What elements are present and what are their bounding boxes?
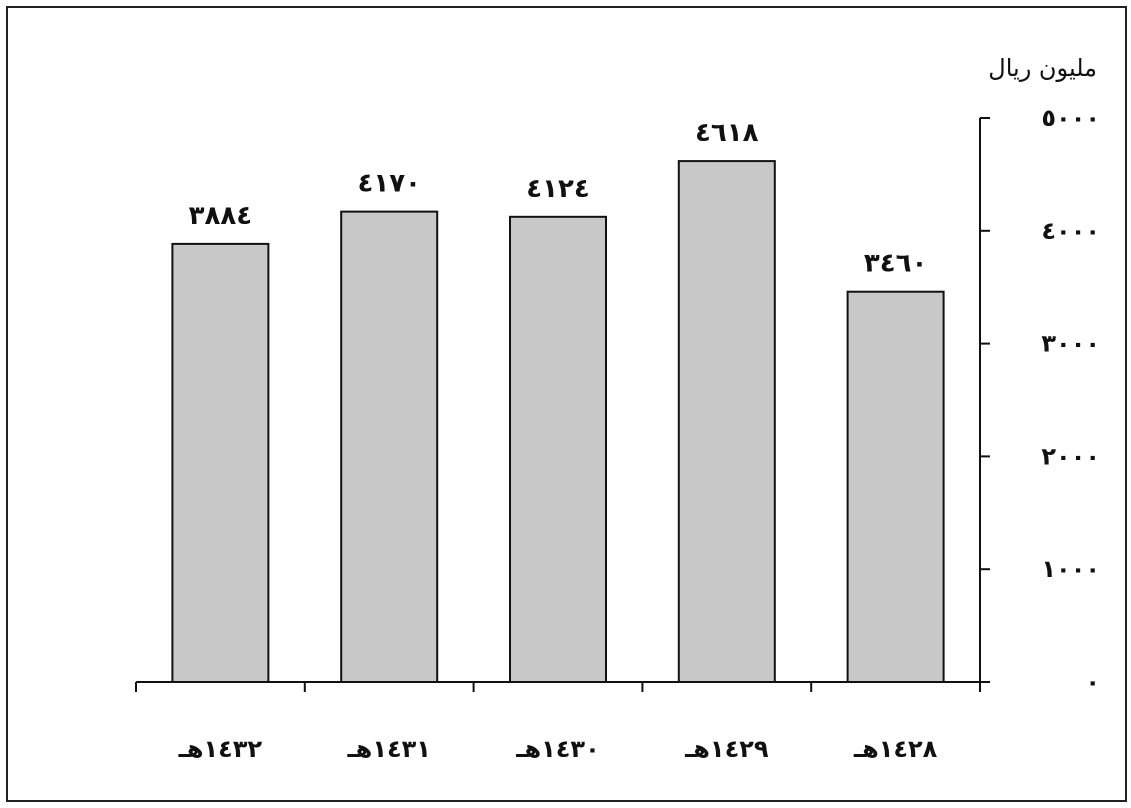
x-category-label: ١٤٣١هـ xyxy=(346,735,430,763)
bar-value-label: ٣٤٦٠ xyxy=(864,249,927,279)
bar xyxy=(677,160,776,683)
y-tick-label: ٤٠٠٠ xyxy=(1041,217,1100,245)
bar xyxy=(846,290,945,683)
unit-label: مليون ريال xyxy=(988,54,1097,82)
y-tick-label: ٢٠٠٠ xyxy=(1041,442,1100,470)
x-category-label: ١٤٢٨هـ xyxy=(853,735,938,763)
y-tick-label: ٣٠٠٠ xyxy=(1041,330,1100,358)
bar xyxy=(509,215,607,683)
bar-value-label: ٣٨٨٤ xyxy=(189,201,252,231)
bar xyxy=(340,210,439,683)
y-tick-label: ٥٠٠٠ xyxy=(1041,104,1100,132)
x-category-label: ١٤٢٩هـ xyxy=(684,735,769,763)
bar xyxy=(171,242,270,683)
x-category-label: ١٤٣٢هـ xyxy=(178,735,263,763)
bar-value-label: ٤١٢٤ xyxy=(526,174,589,204)
bar-value-label: ٤١٧٠ xyxy=(357,169,420,199)
bar-value-label: ٤٦١٨ xyxy=(695,118,759,148)
y-tick-label: ١٠٠٠ xyxy=(1041,555,1100,583)
x-category-label: ١٤٣٠هـ xyxy=(515,735,599,763)
y-tick-label: ٠ xyxy=(1085,668,1100,696)
